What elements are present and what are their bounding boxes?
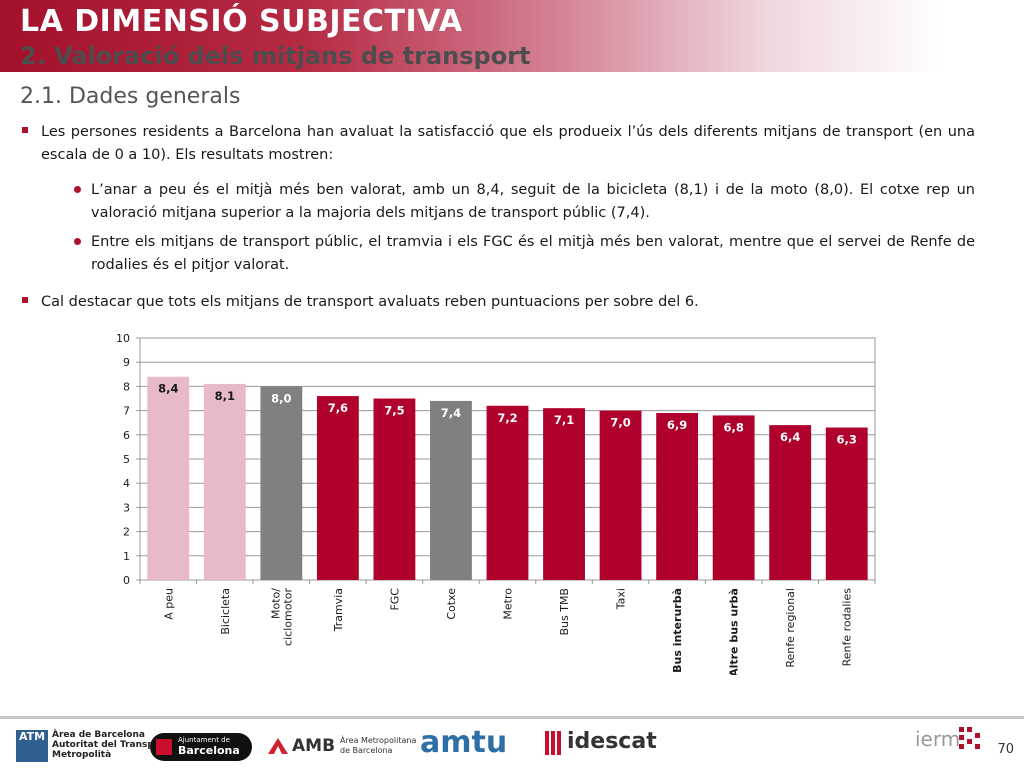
x-category-label: Renfe rodalies: [841, 588, 854, 667]
atm-logo-text: Metropolità: [52, 750, 112, 760]
x-category-label: Cotxe: [445, 588, 458, 620]
bar-value-label: 7,4: [441, 406, 461, 420]
y-tick-label: 2: [123, 526, 130, 539]
dot-bullet-icon: [74, 238, 81, 245]
bar-value-label: 7,2: [497, 411, 517, 425]
bar: [599, 410, 642, 580]
iermb-logo-text: ierm: [915, 727, 961, 751]
amb-triangle-icon: [268, 738, 288, 754]
bar-value-label: 8,0: [271, 391, 291, 405]
idescat-logo-text: idescat: [567, 729, 657, 754]
bar-value-label: 7,0: [610, 416, 630, 430]
x-category-label: Altre bus urbà: [728, 588, 741, 675]
iermb-logo: ierm: [915, 727, 980, 751]
x-category-label: Moto/ciclomotor: [269, 588, 294, 646]
page-subtitle: 2. Valoració dels mitjans de transport: [20, 42, 531, 70]
y-tick-label: 0: [123, 574, 130, 587]
bar: [260, 386, 303, 580]
atm-logo-mark: ATM: [16, 730, 48, 762]
amb-logo-subtext: Àrea Metropolitana: [340, 736, 417, 745]
dot-bullet-icon: [74, 186, 81, 193]
bar-value-label: 6,9: [667, 418, 687, 432]
y-tick-label: 1: [123, 550, 130, 563]
bar-value-label: 6,3: [837, 433, 857, 447]
square-bullet-icon: [22, 127, 28, 133]
x-category-label: Bus TMB: [558, 588, 571, 636]
x-category-label: Renfe regional: [784, 588, 797, 668]
bullet-last: Cal destacar que tots els mitjans de tra…: [41, 294, 699, 310]
bar: [316, 396, 359, 580]
bar-value-label: 6,8: [723, 420, 743, 434]
amtu-logo: amtu: [420, 725, 508, 760]
y-tick-label: 9: [123, 356, 130, 369]
amb-logo-text: AMB: [292, 736, 336, 756]
y-tick-label: 7: [123, 405, 130, 418]
ajuntament-logo: Ajuntament de Barcelona: [150, 733, 252, 761]
x-category-label: A peu: [162, 588, 175, 620]
x-category-label: Taxi: [615, 588, 628, 610]
square-bullet-icon: [22, 297, 28, 303]
bullet-intro: Les persones residents a Barcelona han a…: [41, 124, 975, 163]
bar: [656, 413, 699, 580]
bar-value-label: 7,6: [328, 401, 348, 415]
bar-value-label: 8,1: [215, 389, 235, 403]
bar-value-label: 7,1: [554, 413, 574, 427]
bar: [373, 398, 416, 580]
section-title: 2.1. Dades generals: [20, 84, 241, 109]
header-banner: LA DIMENSIÓ SUBJECTIVA 2. Valoració dels…: [0, 0, 1024, 72]
atm-logo-text: Autoritat del Transport: [52, 740, 169, 750]
bar: [825, 427, 868, 580]
bar: [543, 408, 585, 580]
bar: [769, 425, 812, 580]
bar: [486, 405, 529, 580]
x-category-label: Bicicleta: [219, 588, 232, 635]
bar: [712, 415, 755, 580]
barcelona-shield-icon: [156, 739, 172, 755]
idescat-mark-icon: [545, 731, 561, 755]
ajuntament-logo-text: Ajuntament de: [178, 736, 230, 744]
y-tick-label: 8: [123, 380, 130, 393]
page-number: 70: [997, 742, 1014, 757]
bullet-sub-2: Entre els mitjans de transport públic, e…: [91, 234, 975, 273]
bar: [147, 376, 190, 580]
iermb-mark-icon: [959, 727, 980, 749]
bar-value-label: 8,4: [158, 382, 178, 396]
y-tick-label: 4: [123, 477, 130, 490]
amb-logo-subtext: de Barcelona: [340, 746, 393, 755]
bullet-sub-1: L’anar a peu és el mitjà més ben valorat…: [91, 182, 975, 221]
bar-chart-svg: 0 1 2 3 4 5 6 7 8 9 10 8,4 A peu 8,1 Bicicleta 8,0 Moto/…: [116, 332, 876, 675]
y-tick-label: 10: [116, 332, 130, 345]
y-tick-label: 6: [123, 429, 130, 442]
bar-chart: 0 1 2 3 4 5 6 7 8 9 10 8,4 A peu 8,1 Bicicleta 8,0 Moto/…: [95, 330, 895, 675]
x-category-label: Bus interurbà: [671, 588, 684, 673]
ajuntament-logo-text: Barcelona: [178, 744, 240, 757]
x-category-label: Tramvia: [332, 588, 345, 632]
x-category-label: FGC: [388, 588, 401, 611]
bar-value-label: 7,5: [384, 404, 404, 418]
bar: [203, 383, 246, 580]
bar-value-label: 6,4: [780, 430, 800, 444]
footer-divider: [0, 716, 1024, 719]
page-title: LA DIMENSIÓ SUBJECTIVA: [20, 4, 463, 39]
y-tick-label: 5: [123, 453, 130, 466]
bar: [430, 400, 472, 580]
atm-logo-text: Àrea de Barcelona: [52, 730, 145, 740]
x-category-label: Metro: [502, 588, 515, 620]
y-tick-label: 3: [123, 501, 130, 514]
